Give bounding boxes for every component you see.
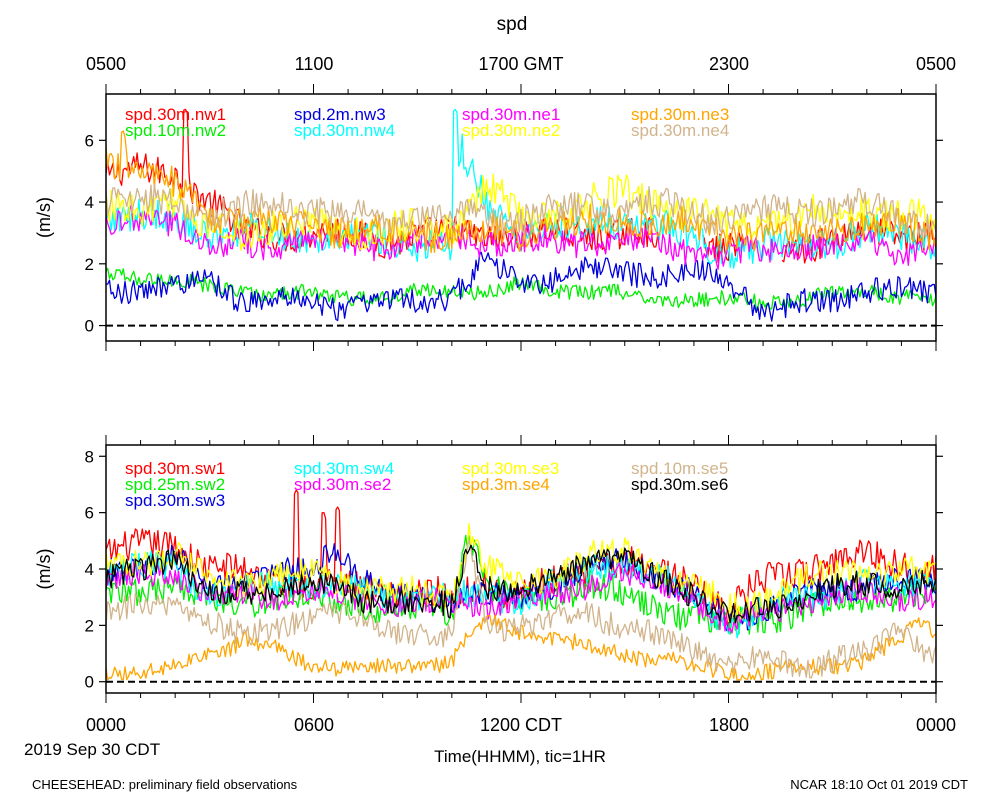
bottom-tick-label: 0000 xyxy=(86,715,126,735)
series-line-spd.30m.sw1 xyxy=(106,489,936,626)
date-label: 2019 Sep 30 CDT xyxy=(24,740,160,759)
series-group xyxy=(106,489,936,681)
legend-item-spd.30m.ne3: spd.30m.ne3 xyxy=(631,105,729,124)
legend-item-spd.2m.nw3: spd.2m.nw3 xyxy=(294,105,386,124)
bottom-tick-label: 0000 xyxy=(916,715,956,735)
series-line-spd.2m.nw3 xyxy=(106,251,936,322)
bottom-panel: 02468(m/s)spd.30m.sw1spd.25m.sw2spd.30m.… xyxy=(34,435,943,703)
series-line-spd.30m.se3 xyxy=(106,522,936,623)
legend-item-spd.30m.nw1: spd.30m.nw1 xyxy=(125,105,226,124)
series-line-spd.30m.ne1 xyxy=(106,205,936,270)
y-tick-label: 8 xyxy=(85,447,94,466)
legend-item-spd.10m.nw2: spd.10m.nw2 xyxy=(125,121,226,140)
series-line-spd.30m.se6 xyxy=(106,544,936,624)
legend-item-spd.30m.se2: spd.30m.se2 xyxy=(294,475,391,494)
legend-item-spd.30m.se3: spd.30m.se3 xyxy=(462,459,559,478)
top-tick-label: 2300 xyxy=(709,54,749,74)
bottom-axis-labels: 0000 0600 1200 CDT 1800 0000 xyxy=(86,715,956,735)
top-tick-label: 1100 xyxy=(295,54,334,74)
series-line-spd.30m.ne4 xyxy=(106,183,936,238)
top-tick-label: 0500 xyxy=(916,54,956,74)
legend-item-spd.30m.ne2: spd.30m.ne2 xyxy=(462,121,560,140)
top-tick-label: 1700 GMT xyxy=(478,54,563,74)
y-tick-label: 4 xyxy=(85,193,94,212)
legend-item-spd.3m.se4: spd.3m.se4 xyxy=(462,475,550,494)
y-tick-label: 2 xyxy=(85,255,94,274)
series-line-spd.10m.se5 xyxy=(106,539,936,679)
bottom-tick-label: 1200 CDT xyxy=(480,715,562,735)
y-tick-label: 4 xyxy=(85,560,94,579)
chart-title: spd xyxy=(497,14,528,35)
series-group xyxy=(106,108,936,322)
footer-right: NCAR 18:10 Oct 01 2019 CDT xyxy=(790,777,968,792)
legend-item-spd.30m.ne4: spd.30m.ne4 xyxy=(631,121,729,140)
legend-item-spd.25m.sw2: spd.25m.sw2 xyxy=(125,475,225,494)
legend-item-spd.30m.sw3: spd.30m.sw3 xyxy=(125,491,225,510)
bottom-tick-label: 0600 xyxy=(294,715,334,735)
y-axis-label: (m/s) xyxy=(34,549,54,590)
x-axis-label: Time(HHMM), tic=1HR xyxy=(434,747,606,766)
y-tick-label: 6 xyxy=(85,131,94,150)
legend-item-spd.30m.nw4: spd.30m.nw4 xyxy=(294,121,395,140)
footer-left: CHEESEHEAD: preliminary field observatio… xyxy=(32,777,298,792)
legend-item-spd.30m.ne1: spd.30m.ne1 xyxy=(462,105,560,124)
legend-item-spd.30m.se6: spd.30m.se6 xyxy=(631,475,728,494)
legend-item-spd.30m.sw1: spd.30m.sw1 xyxy=(125,459,225,478)
series-line-spd.30m.ne3 xyxy=(106,130,936,254)
y-tick-label: 0 xyxy=(85,673,94,692)
top-axis-labels: 0500 1100 1700 GMT 2300 0500 xyxy=(86,54,956,74)
y-tick-label: 0 xyxy=(85,317,94,336)
y-tick-label: 2 xyxy=(85,616,94,635)
y-tick-label: 6 xyxy=(85,504,94,523)
legend-item-spd.10m.se5: spd.10m.se5 xyxy=(631,459,728,478)
legend-item-spd.30m.sw4: spd.30m.sw4 xyxy=(294,459,394,478)
top-tick-label: 0500 xyxy=(86,54,126,74)
bottom-tick-label: 1800 xyxy=(709,715,749,735)
y-axis-label: (m/s) xyxy=(34,197,54,238)
series-line-spd.30m.sw3 xyxy=(106,543,936,632)
